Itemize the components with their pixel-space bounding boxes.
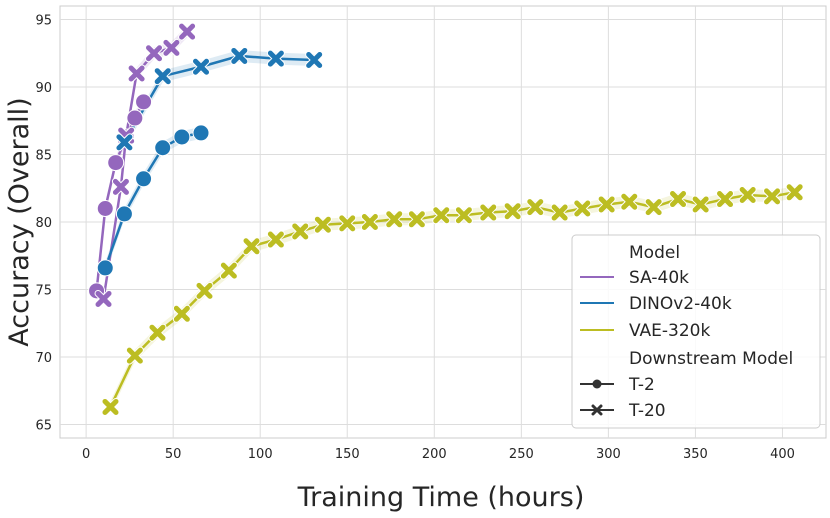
point-sa-40k-t-2 bbox=[135, 93, 153, 111]
legend-marker-x bbox=[591, 404, 603, 416]
point-vae-320k-t-20 bbox=[360, 213, 379, 231]
y-tick-label: 65 bbox=[35, 419, 52, 434]
x-tick-label: 250 bbox=[509, 447, 534, 462]
point-vae-320k-t-20 bbox=[338, 214, 357, 233]
point-dinov2-40k-t-2 bbox=[173, 128, 191, 146]
legend-label-t-2: T-2 bbox=[628, 375, 655, 395]
point-dinov2-40k-t-20 bbox=[305, 51, 324, 69]
point-vae-320k-t-20 bbox=[573, 199, 592, 218]
point-vae-320k-t-20 bbox=[503, 202, 522, 221]
y-tick-label: 85 bbox=[35, 149, 52, 164]
point-vae-320k-t-20 bbox=[454, 206, 473, 225]
point-vae-320k-t-20 bbox=[266, 230, 285, 249]
point-vae-320k-t-20 bbox=[148, 323, 167, 342]
point-dinov2-40k-t-2 bbox=[96, 259, 114, 277]
point-vae-320k-t-20 bbox=[716, 190, 735, 209]
legend: Model SA-40k DINOv2-40k VAE-320k Downstr… bbox=[571, 234, 821, 429]
point-vae-320k-t-20 bbox=[172, 304, 191, 323]
point-dinov2-40k-t-20 bbox=[115, 133, 134, 152]
y-tick-label: 70 bbox=[35, 351, 52, 366]
point-vae-320k-t-20 bbox=[407, 210, 426, 229]
point-vae-320k-t-20 bbox=[385, 210, 404, 229]
point-sa-40k-t-20 bbox=[94, 289, 113, 308]
y-tick-label: 80 bbox=[35, 216, 52, 231]
legend-marker-circle bbox=[592, 379, 602, 389]
point-dinov2-40k-t-2 bbox=[154, 139, 172, 157]
point-vae-320k-t-20 bbox=[644, 198, 663, 217]
legend-box bbox=[571, 234, 821, 429]
y-tick-label: 75 bbox=[35, 284, 52, 299]
point-vae-320k-t-20 bbox=[785, 183, 804, 202]
point-vae-320k-t-20 bbox=[219, 261, 238, 280]
point-dinov2-40k-t-20 bbox=[192, 57, 211, 76]
point-vae-320k-t-20 bbox=[669, 190, 688, 209]
point-sa-40k-t-20 bbox=[111, 177, 130, 196]
x-axis-label: Training Time (hours) bbox=[297, 482, 585, 513]
point-dinov2-40k-t-20 bbox=[266, 49, 285, 68]
point-sa-40k-t-2 bbox=[126, 109, 144, 127]
x-tick-label: 400 bbox=[770, 447, 795, 462]
x-tick-label: 200 bbox=[422, 447, 447, 462]
y-axis-label: Accuracy (Overall) bbox=[4, 97, 35, 346]
legend-label-t-20: T-20 bbox=[628, 401, 666, 421]
point-dinov2-40k-t-2 bbox=[135, 170, 153, 188]
x-tick-label: 300 bbox=[596, 447, 621, 462]
point-dinov2-40k-t-2 bbox=[192, 124, 210, 142]
point-vae-320k-t-20 bbox=[101, 397, 120, 416]
x-tick-label: 350 bbox=[683, 447, 708, 462]
point-vae-320k-t-20 bbox=[313, 215, 332, 234]
point-vae-320k-t-20 bbox=[597, 195, 616, 214]
x-tick-label: 0 bbox=[82, 447, 90, 462]
point-sa-40k-t-20 bbox=[178, 22, 197, 41]
point-vae-320k-t-20 bbox=[691, 195, 710, 214]
x-tick-label: 100 bbox=[248, 447, 273, 462]
point-sa-40k-t-2 bbox=[96, 200, 114, 217]
legend-label-dinov2-40k: DINOv2-40k bbox=[629, 294, 732, 314]
tick-labels: 0 50 100 150 200 250 300 350 400 65 70 75 80 85 90 95 bbox=[35, 14, 794, 463]
point-dinov2-40k-t-2 bbox=[115, 205, 133, 223]
series-markers bbox=[88, 22, 804, 416]
point-sa-40k-t-20 bbox=[145, 44, 164, 63]
point-vae-320k-t-20 bbox=[432, 206, 451, 225]
point-vae-320k-t-20 bbox=[125, 346, 144, 365]
point-dinov2-40k-t-20 bbox=[153, 67, 172, 86]
legend-title: Model bbox=[629, 243, 680, 263]
point-vae-320k-t-20 bbox=[291, 222, 310, 241]
point-sa-40k-t-20 bbox=[127, 64, 146, 83]
x-tick-label: 150 bbox=[335, 447, 360, 462]
point-dinov2-40k-t-20 bbox=[230, 46, 249, 65]
legend-label-sa-40k: SA-40k bbox=[629, 268, 689, 288]
point-vae-320k-t-20 bbox=[763, 187, 782, 206]
line-dinov2-40k-t-20 bbox=[123, 54, 315, 143]
legend-subtitle: Downstream Model bbox=[629, 349, 793, 369]
y-tick-label: 95 bbox=[35, 14, 52, 29]
y-tick-label: 90 bbox=[35, 81, 52, 96]
point-vae-320k-t-20 bbox=[550, 203, 569, 222]
point-vae-320k-t-20 bbox=[620, 192, 639, 211]
point-vae-320k-t-20 bbox=[479, 203, 498, 222]
point-vae-320k-t-20 bbox=[242, 237, 261, 256]
point-sa-40k-t-20 bbox=[162, 38, 181, 57]
legend-label-vae-320k: VAE-320k bbox=[629, 321, 710, 341]
point-vae-320k-t-20 bbox=[195, 281, 214, 300]
point-sa-40k-t-2 bbox=[107, 154, 125, 172]
x-tick-label: 50 bbox=[165, 447, 182, 462]
point-vae-320k-t-20 bbox=[526, 198, 545, 217]
point-vae-320k-t-20 bbox=[738, 186, 757, 204]
